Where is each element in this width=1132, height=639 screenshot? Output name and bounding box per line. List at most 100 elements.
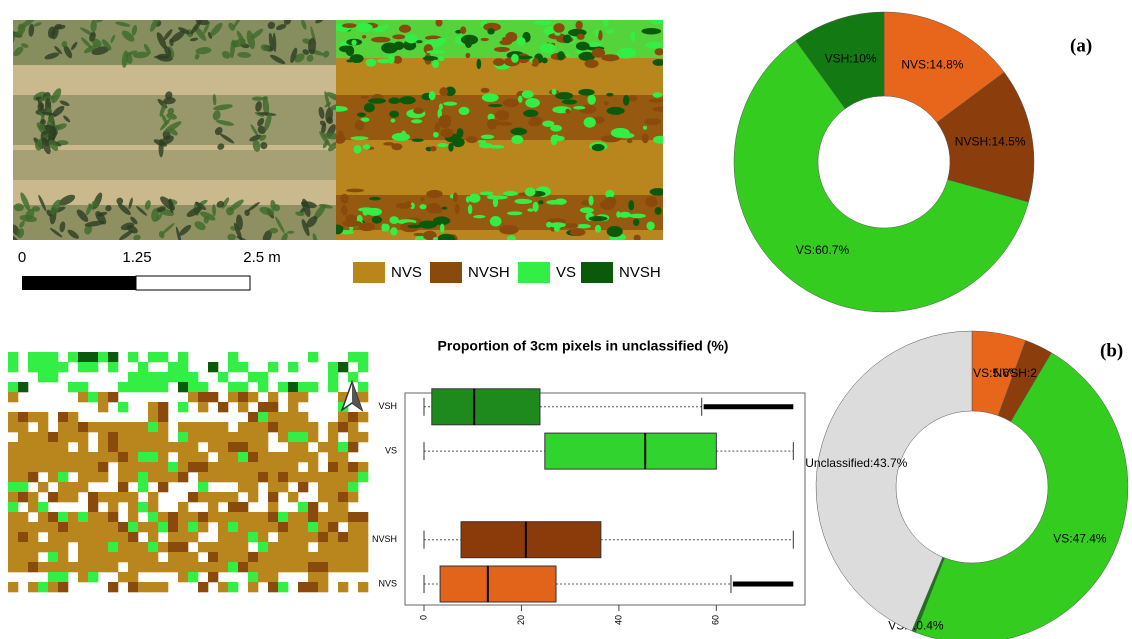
pixel xyxy=(28,532,38,542)
pixel xyxy=(8,582,18,592)
pixel xyxy=(158,402,168,412)
pixel xyxy=(138,582,148,592)
pixel xyxy=(358,562,368,572)
pixel xyxy=(188,512,198,522)
pixel xyxy=(358,532,368,542)
pixel xyxy=(228,512,238,522)
class-blob xyxy=(580,207,594,213)
pixel xyxy=(268,542,278,552)
pixel xyxy=(248,462,258,472)
pixel xyxy=(148,492,158,502)
pixel xyxy=(98,562,108,572)
class-blob xyxy=(595,225,601,233)
class-blob xyxy=(481,88,490,93)
pixel xyxy=(198,382,208,392)
pixel xyxy=(58,442,68,452)
pixel xyxy=(348,422,358,432)
pixel xyxy=(108,552,118,562)
pixel xyxy=(158,482,168,492)
box xyxy=(432,389,540,425)
pixel xyxy=(238,402,248,412)
class-blob xyxy=(546,222,552,228)
class-blob xyxy=(460,26,466,34)
pixel xyxy=(138,362,148,372)
pixel xyxy=(68,422,78,432)
chart-title: Proportion of 3cm pixels in unclassified… xyxy=(438,338,729,354)
pixel xyxy=(328,362,338,372)
class-blob xyxy=(346,189,364,193)
pixel xyxy=(58,512,68,522)
class-blob xyxy=(629,214,646,219)
pixel xyxy=(38,422,48,432)
pixel xyxy=(8,462,18,472)
pixel xyxy=(308,532,318,542)
data-label: NVSH:14.5% xyxy=(955,134,1026,148)
class-blob xyxy=(503,191,518,196)
class-blob xyxy=(383,142,394,145)
pixel xyxy=(228,362,238,372)
pixel xyxy=(38,362,48,372)
pixel xyxy=(148,552,158,562)
pixel xyxy=(238,482,248,492)
pixel xyxy=(118,432,128,442)
pixel xyxy=(348,352,358,362)
pixel xyxy=(148,422,158,432)
class-blob xyxy=(652,59,665,66)
pixel xyxy=(248,532,258,542)
pixel xyxy=(38,352,48,362)
pixel xyxy=(258,572,268,582)
class-blob xyxy=(494,47,510,52)
pixel xyxy=(98,462,108,472)
pixel xyxy=(298,472,308,482)
class-blob xyxy=(426,50,446,54)
class-blob xyxy=(396,203,412,209)
pixel xyxy=(48,442,58,452)
pixel xyxy=(158,562,168,572)
class-blob xyxy=(598,33,602,40)
pixel xyxy=(268,462,278,472)
class-blob xyxy=(490,216,502,226)
pixel xyxy=(298,422,308,432)
class-blob xyxy=(523,110,538,117)
pixel xyxy=(328,492,338,502)
pixel xyxy=(198,542,208,552)
x-tick-label: 20 xyxy=(516,615,526,625)
pixel xyxy=(258,562,268,572)
pixel xyxy=(68,462,78,472)
pixel xyxy=(148,532,158,542)
class-blob xyxy=(401,130,406,136)
pixel xyxy=(58,542,68,552)
pixel xyxy=(58,422,68,432)
class-blob xyxy=(392,34,405,39)
pixel xyxy=(208,392,218,402)
pixel xyxy=(38,442,48,452)
pixel xyxy=(288,412,298,422)
pixel xyxy=(268,392,278,402)
pixel xyxy=(158,422,168,432)
pixel xyxy=(58,552,68,562)
pixel xyxy=(298,412,308,422)
pixel xyxy=(8,362,18,372)
pixel xyxy=(288,392,298,402)
pixel xyxy=(78,362,88,372)
pixel xyxy=(218,532,228,542)
pixel xyxy=(68,562,78,572)
pixel xyxy=(348,442,358,452)
pixel xyxy=(58,482,68,492)
pixel xyxy=(178,422,188,432)
pixel xyxy=(198,582,208,592)
pixel xyxy=(138,522,148,532)
pixel xyxy=(258,542,268,552)
class-blob xyxy=(362,35,366,39)
pixel xyxy=(228,522,238,532)
pixel xyxy=(258,512,268,522)
pixel xyxy=(78,382,88,392)
pixel xyxy=(118,492,128,502)
class-blob xyxy=(399,25,411,33)
class-blob xyxy=(487,195,498,200)
pixel xyxy=(88,352,98,362)
pixel xyxy=(128,422,138,432)
pixel xyxy=(198,422,208,432)
pixel xyxy=(268,402,278,412)
pixel xyxy=(218,402,228,412)
